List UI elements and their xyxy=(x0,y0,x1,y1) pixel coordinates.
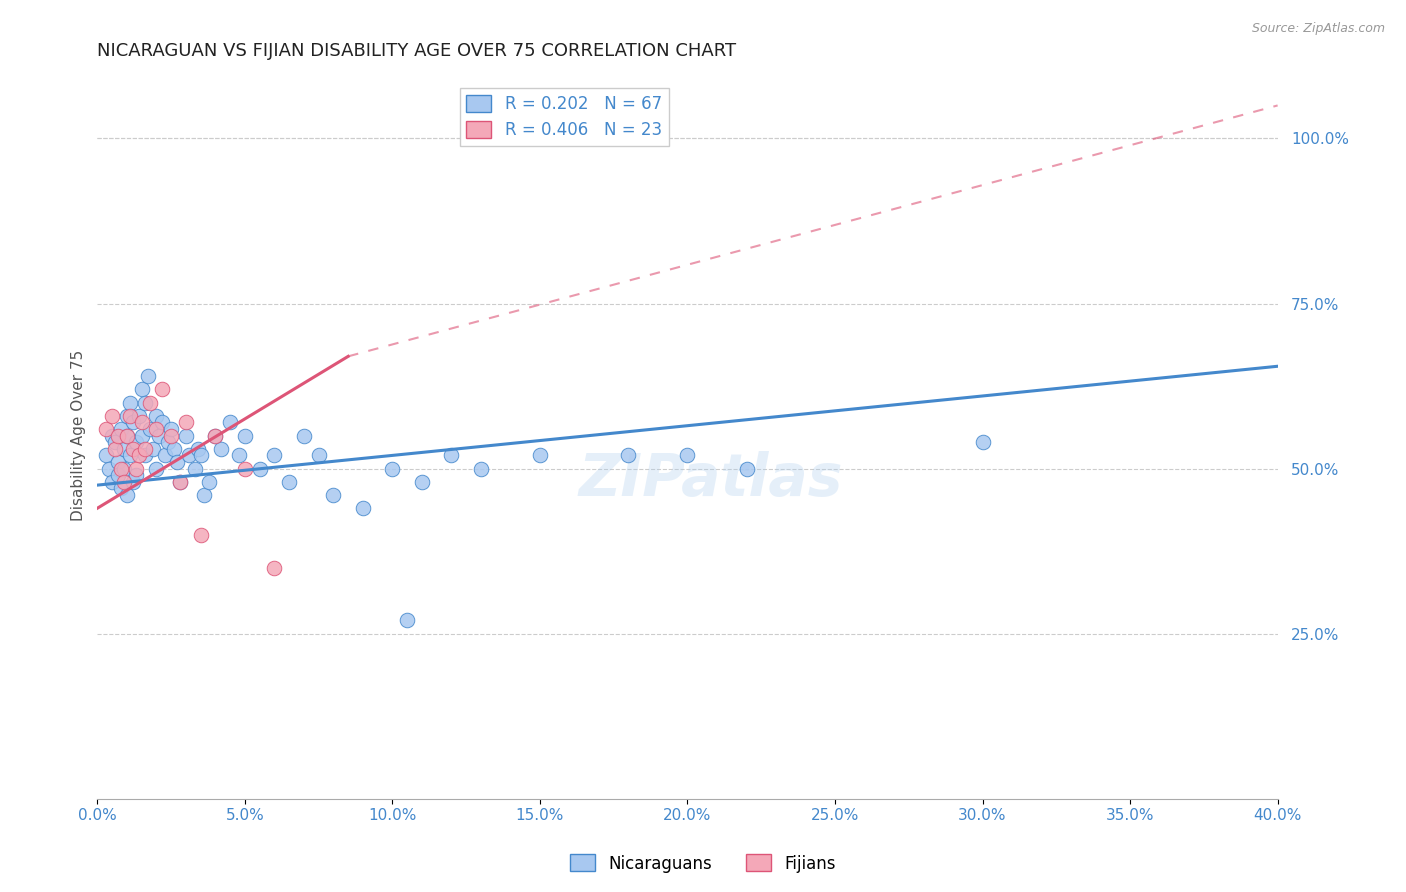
Point xyxy=(190,449,212,463)
Point xyxy=(118,409,141,423)
Point xyxy=(96,422,118,436)
Point xyxy=(411,475,433,489)
Point xyxy=(470,461,492,475)
Point xyxy=(131,383,153,397)
Point xyxy=(972,435,994,450)
Point xyxy=(145,422,167,436)
Point xyxy=(352,501,374,516)
Point xyxy=(139,422,162,436)
Point xyxy=(115,428,138,442)
Point xyxy=(160,422,183,436)
Point xyxy=(121,442,143,456)
Point xyxy=(193,488,215,502)
Point xyxy=(125,461,148,475)
Point xyxy=(529,449,551,463)
Point xyxy=(125,435,148,450)
Point xyxy=(131,416,153,430)
Point xyxy=(134,449,156,463)
Point xyxy=(101,475,124,489)
Point xyxy=(155,449,177,463)
Point xyxy=(128,449,150,463)
Point xyxy=(115,488,138,502)
Point xyxy=(121,416,143,430)
Point xyxy=(177,449,200,463)
Point xyxy=(118,449,141,463)
Point xyxy=(112,475,135,489)
Point xyxy=(110,422,132,436)
Point xyxy=(115,409,138,423)
Text: NICARAGUAN VS FIJIAN DISABILITY AGE OVER 75 CORRELATION CHART: NICARAGUAN VS FIJIAN DISABILITY AGE OVER… xyxy=(97,42,737,60)
Point xyxy=(107,468,129,483)
Point xyxy=(169,475,191,489)
Point xyxy=(96,449,118,463)
Point xyxy=(187,442,209,456)
Point xyxy=(381,461,404,475)
Point xyxy=(322,488,344,502)
Point xyxy=(107,428,129,442)
Point xyxy=(233,428,256,442)
Point xyxy=(115,428,138,442)
Point xyxy=(183,461,205,475)
Point xyxy=(249,461,271,475)
Point xyxy=(190,527,212,541)
Point xyxy=(278,475,301,489)
Legend: R = 0.202   N = 67, R = 0.406   N = 23: R = 0.202 N = 67, R = 0.406 N = 23 xyxy=(460,88,669,146)
Point xyxy=(145,409,167,423)
Point xyxy=(440,449,463,463)
Point xyxy=(219,416,242,430)
Point xyxy=(104,442,127,456)
Point xyxy=(145,461,167,475)
Point xyxy=(110,461,132,475)
Point xyxy=(150,383,173,397)
Point xyxy=(166,455,188,469)
Point xyxy=(292,428,315,442)
Point xyxy=(228,449,250,463)
Point xyxy=(308,449,330,463)
Point xyxy=(209,442,232,456)
Point xyxy=(112,442,135,456)
Y-axis label: Disability Age Over 75: Disability Age Over 75 xyxy=(72,350,86,521)
Point xyxy=(139,395,162,409)
Point xyxy=(396,614,419,628)
Point xyxy=(157,435,180,450)
Point xyxy=(131,428,153,442)
Point xyxy=(263,560,285,574)
Point xyxy=(150,416,173,430)
Point xyxy=(134,395,156,409)
Point xyxy=(198,475,221,489)
Point xyxy=(204,428,226,442)
Point xyxy=(136,369,159,384)
Text: ZIPatlas: ZIPatlas xyxy=(579,450,844,508)
Point xyxy=(121,475,143,489)
Point xyxy=(233,461,256,475)
Point xyxy=(163,442,186,456)
Point xyxy=(617,449,640,463)
Point xyxy=(676,449,699,463)
Point xyxy=(104,435,127,450)
Point xyxy=(134,442,156,456)
Text: Source: ZipAtlas.com: Source: ZipAtlas.com xyxy=(1251,22,1385,36)
Legend: Nicaraguans, Fijians: Nicaraguans, Fijians xyxy=(564,847,842,880)
Point xyxy=(148,428,170,442)
Point xyxy=(204,428,226,442)
Point xyxy=(169,475,191,489)
Point xyxy=(174,428,197,442)
Point xyxy=(112,461,135,475)
Point xyxy=(101,409,124,423)
Point xyxy=(735,461,758,475)
Point xyxy=(107,455,129,469)
Point xyxy=(110,482,132,496)
Point xyxy=(125,468,148,483)
Point xyxy=(98,461,121,475)
Point xyxy=(174,416,197,430)
Point xyxy=(160,428,183,442)
Point xyxy=(128,409,150,423)
Point xyxy=(118,395,141,409)
Point xyxy=(142,442,165,456)
Point xyxy=(263,449,285,463)
Point xyxy=(101,428,124,442)
